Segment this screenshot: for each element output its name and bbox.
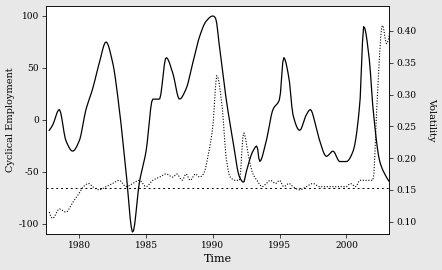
X-axis label: Time: Time xyxy=(203,254,232,264)
Y-axis label: Volatility: Volatility xyxy=(427,98,436,142)
Y-axis label: Cyclical Employment: Cyclical Employment xyxy=(6,68,15,172)
